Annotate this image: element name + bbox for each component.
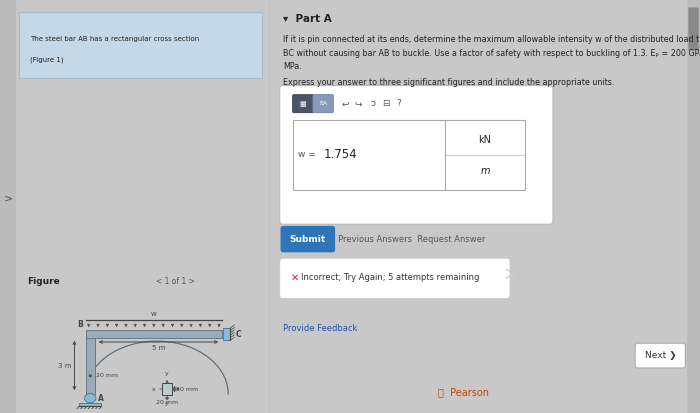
Text: ✕: ✕ [290, 273, 299, 283]
Text: ↩: ↩ [342, 99, 349, 108]
FancyBboxPatch shape [293, 95, 313, 113]
Text: m: m [480, 166, 490, 176]
FancyBboxPatch shape [313, 95, 333, 113]
Text: 30 mm: 30 mm [176, 387, 198, 392]
Text: >: > [4, 193, 13, 203]
Text: < 1 of 1 >: < 1 of 1 > [156, 277, 195, 286]
Bar [85, 335, 94, 394]
FancyBboxPatch shape [280, 258, 510, 299]
Text: ⊟: ⊟ [382, 99, 390, 108]
Text: w: w [151, 311, 157, 317]
Text: ÉA: ÉA [319, 101, 327, 106]
Bar [162, 383, 172, 395]
Text: If it is pin connected at its ends, determine the maximum allowable intensity w : If it is pin connected at its ends, dete… [283, 35, 700, 44]
FancyBboxPatch shape [19, 12, 262, 78]
Text: ↄ: ↄ [371, 99, 376, 108]
Text: ▾  Part A: ▾ Part A [283, 14, 332, 24]
FancyBboxPatch shape [280, 85, 553, 224]
Text: (Figure 1): (Figure 1) [29, 57, 63, 63]
Text: BC without causing bar AB to buckle. Use a factor of safety with respect to buck: BC without causing bar AB to buckle. Use… [283, 49, 700, 58]
Text: w =: w = [298, 150, 316, 159]
Text: Ⓟ  Pearson: Ⓟ Pearson [438, 387, 489, 397]
Text: ▦: ▦ [300, 101, 306, 107]
FancyBboxPatch shape [281, 226, 335, 252]
Text: Express your answer to three significant figures and include the appropriate uni: Express your answer to three significant… [283, 78, 615, 87]
Text: Previous Answers  Request Answer: Previous Answers Request Answer [338, 235, 486, 244]
Text: 20 mm: 20 mm [97, 373, 118, 378]
FancyBboxPatch shape [635, 343, 685, 368]
Bar [79, 403, 102, 406]
Text: Incorrect; Try Again; 5 attempts remaining: Incorrect; Try Again; 5 attempts remaini… [301, 273, 480, 282]
FancyBboxPatch shape [687, 0, 700, 413]
FancyBboxPatch shape [293, 120, 446, 190]
Text: B: B [77, 320, 83, 329]
Text: 3 m: 3 m [58, 363, 71, 369]
Text: 1.754: 1.754 [324, 148, 358, 161]
FancyBboxPatch shape [0, 0, 16, 413]
Text: C: C [235, 330, 241, 339]
Text: 5 m: 5 m [152, 345, 165, 351]
Text: y: y [165, 401, 169, 406]
Text: kN: kN [479, 135, 491, 145]
FancyBboxPatch shape [445, 120, 525, 190]
Text: The steel bar AB has a rectangular cross section: The steel bar AB has a rectangular cross… [29, 36, 199, 42]
Text: Submit: Submit [290, 235, 326, 244]
Text: Provide Feedback: Provide Feedback [283, 324, 358, 333]
Text: x: x [152, 387, 156, 392]
Text: A: A [99, 394, 104, 404]
Text: MPa.: MPa. [283, 62, 302, 71]
Text: ↪: ↪ [355, 99, 362, 108]
Text: 20 mm: 20 mm [156, 400, 178, 405]
FancyBboxPatch shape [688, 7, 699, 50]
Bar [223, 328, 230, 340]
Text: Figure: Figure [27, 277, 60, 286]
Text: ?: ? [397, 99, 402, 108]
Text: Next ❯: Next ❯ [645, 351, 676, 360]
Bar [85, 330, 222, 338]
Text: y: y [165, 371, 169, 376]
Circle shape [85, 394, 96, 403]
